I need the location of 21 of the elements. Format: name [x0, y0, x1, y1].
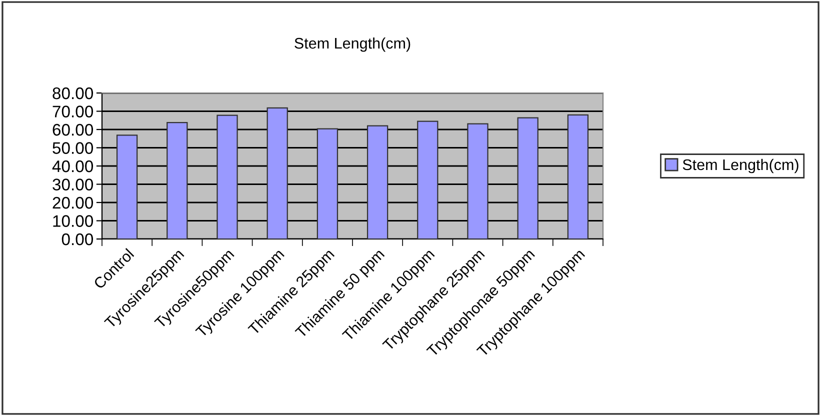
- bar: [417, 120, 438, 239]
- y-tick-label: 40.00: [52, 160, 94, 172]
- y-tick-label: 0.00: [62, 233, 94, 246]
- bar: [467, 123, 488, 239]
- bar: [116, 134, 138, 239]
- y-tick-label: 20.00: [52, 196, 94, 209]
- bar: [166, 122, 188, 239]
- bar: [567, 114, 589, 239]
- y-tick-label: 60.00: [52, 124, 94, 136]
- bar: [316, 128, 338, 239]
- chart-title: Stem Length(cm): [294, 37, 410, 52]
- bar: [366, 125, 388, 239]
- bar: [517, 117, 538, 239]
- y-tick-label: 50.00: [52, 142, 94, 154]
- legend-label: Stem Length(cm): [682, 158, 798, 174]
- y-tick-label: 80.00: [52, 87, 94, 100]
- bar: [266, 107, 288, 239]
- y-tick-label: 10.00: [53, 215, 94, 227]
- bar: [216, 114, 238, 239]
- y-tick-label: 70.00: [52, 106, 94, 118]
- y-tick-label: 30.00: [52, 178, 94, 190]
